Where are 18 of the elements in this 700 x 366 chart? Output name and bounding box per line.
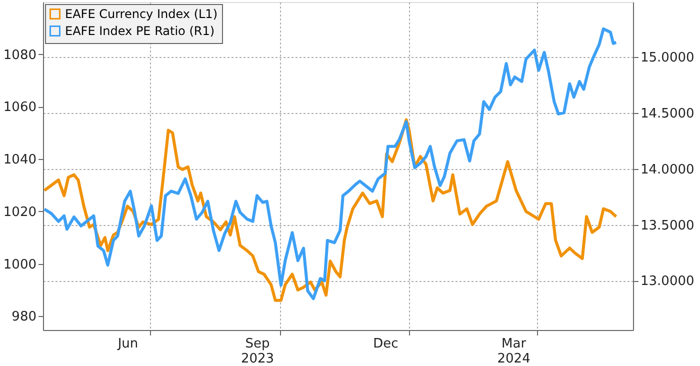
- y-tick-label: 1000: [3, 257, 36, 272]
- y2-tick-label: 14.0000: [640, 162, 694, 178]
- y2-tick-label: 13.0000: [640, 274, 694, 290]
- y2-tick-label: 13.5000: [640, 218, 694, 234]
- legend-label: EAFE Currency Index (L1): [65, 7, 218, 21]
- x-tick-label: Jun: [116, 336, 138, 352]
- x-tick-label: Sep 2023: [240, 336, 274, 366]
- y-tick-label: 1020: [3, 204, 36, 220]
- y-tick-label: 1080: [3, 48, 36, 63]
- y-tick-label: 1040: [3, 152, 36, 168]
- y2-tick-label: 14.5000: [640, 106, 694, 122]
- legend-label: EAFE Index PE Ratio (R1): [65, 24, 215, 38]
- line-series: [42, 27, 618, 300]
- y-tick-label: 980: [12, 310, 36, 325]
- y-tick-label: 1060: [3, 100, 36, 116]
- y2-tick-label: 15.0000: [640, 50, 694, 66]
- x-tick-label: Mar 2024: [497, 336, 530, 366]
- x-tick-label: Dec: [373, 336, 398, 352]
